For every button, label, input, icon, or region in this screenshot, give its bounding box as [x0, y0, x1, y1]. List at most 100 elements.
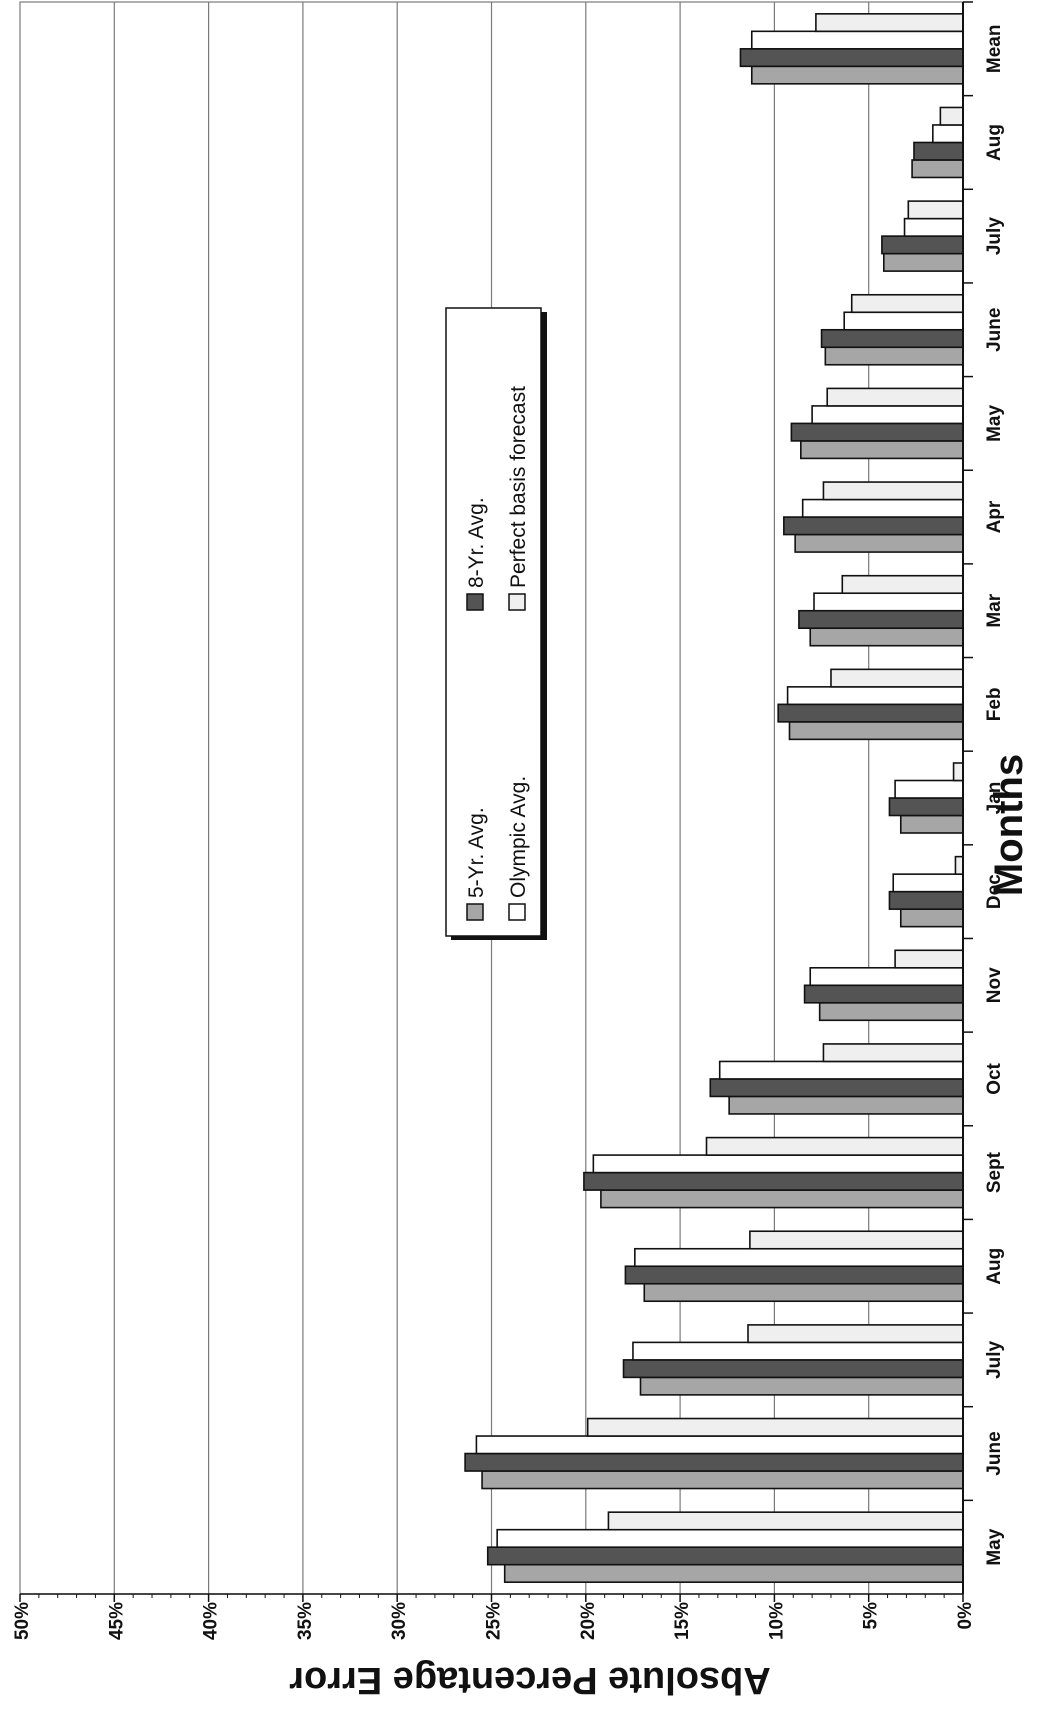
- legend-swatch: [466, 903, 484, 921]
- bar-perfect-basis-forecast-16: [815, 13, 964, 33]
- bar-olympic-avg--8: [894, 779, 964, 799]
- bar-olympic-avg--5: [718, 1060, 964, 1080]
- bar-5-yr-avg--10: [809, 627, 964, 647]
- bar-perfect-basis-forecast-4: [705, 1136, 964, 1156]
- bar-8-yr-avg--3: [624, 1265, 964, 1285]
- bar-8-yr-avg--15: [913, 141, 964, 161]
- bar-olympic-avg--12: [811, 405, 964, 425]
- bar-olympic-avg--15: [932, 124, 964, 144]
- bar-olympic-avg--7: [892, 873, 964, 893]
- bar-5-yr-avg--3: [643, 1282, 964, 1303]
- y-tick-label: 40%: [201, 1602, 222, 1640]
- y-tick-label: 45%: [106, 1602, 127, 1640]
- bar-perfect-basis-forecast-2: [747, 1324, 964, 1344]
- bar-8-yr-avg--8: [888, 797, 964, 817]
- bar-olympic-avg--9: [786, 686, 964, 706]
- x-tick-label: July: [984, 217, 1005, 255]
- bar-perfect-basis-forecast-5: [822, 1043, 964, 1063]
- bar-perfect-basis-forecast-11: [822, 481, 964, 501]
- bar-8-yr-avg--1: [464, 1452, 964, 1472]
- bar-olympic-avg--4: [592, 1154, 964, 1174]
- legend-label: 8-Yr. Avg.: [465, 497, 488, 588]
- bar-8-yr-avg--10: [798, 609, 964, 630]
- y-tick-label: 50%: [12, 1602, 33, 1640]
- y-tick-label: 5%: [861, 1602, 882, 1630]
- axes: [19, 1, 973, 1602]
- x-tick-label: Sept: [984, 1151, 1005, 1193]
- bar-olympic-avg--16: [750, 30, 964, 50]
- legend-label: Perfect basis forecast: [507, 386, 530, 588]
- bar-5-yr-avg--16: [750, 65, 964, 85]
- tick-labels: 0% 5% 10% 15% 20% 25% 30% 35% 40% 45% 50% May June Ju…: [12, 25, 1005, 1640]
- x-tick-label: June: [984, 308, 1005, 352]
- bar-perfect-basis-forecast-9: [830, 668, 964, 688]
- x-tick-label: July: [984, 1340, 1005, 1378]
- bar-perfect-basis-forecast-0: [607, 1511, 964, 1531]
- x-tick-label: Oct: [984, 1062, 1005, 1094]
- x-axis-title: Months: [987, 754, 1031, 896]
- bar-olympic-avg--3: [634, 1247, 964, 1268]
- bar-8-yr-avg--2: [622, 1359, 964, 1379]
- bar-8-yr-avg--4: [583, 1171, 964, 1191]
- bar-olympic-avg--6: [809, 966, 964, 987]
- bar-olympic-avg--1: [475, 1435, 964, 1455]
- bar-8-yr-avg--14: [881, 235, 964, 255]
- y-tick-label: 30%: [389, 1602, 410, 1640]
- bar-8-yr-avg--16: [739, 48, 964, 68]
- bar-5-yr-avg--2: [639, 1376, 964, 1396]
- bar-8-yr-avg--5: [709, 1078, 964, 1098]
- bar-5-yr-avg--6: [818, 1001, 964, 1022]
- bar-olympic-avg--0: [496, 1528, 964, 1548]
- bar-8-yr-avg--12: [790, 422, 964, 442]
- bar-5-yr-avg--14: [882, 252, 964, 272]
- bar-perfect-basis-forecast-13: [850, 293, 964, 314]
- bar-8-yr-avg--7: [888, 890, 964, 910]
- bar-perfect-basis-forecast-7: [954, 855, 964, 875]
- bar-perfect-basis-forecast-15: [939, 106, 964, 126]
- y-tick-label: 0%: [955, 1602, 976, 1630]
- bar-perfect-basis-forecast-3: [749, 1230, 964, 1250]
- bar-perfect-basis-forecast-8: [952, 762, 964, 782]
- bar-perfect-basis-forecast-1: [586, 1417, 964, 1437]
- bar-5-yr-avg--15: [911, 159, 964, 179]
- bar-olympic-avg--14: [903, 217, 964, 237]
- x-tick-label: Dec: [984, 874, 1005, 909]
- bar-olympic-avg--13: [843, 311, 964, 331]
- bar-perfect-basis-forecast-10: [841, 574, 964, 595]
- bar-5-yr-avg--11: [794, 533, 964, 553]
- bar-8-yr-avg--13: [820, 328, 964, 349]
- legend-swatch: [466, 593, 484, 611]
- x-tick-label: Feb: [984, 687, 1005, 721]
- y-axis-title: Absolute Percentage Error: [289, 1659, 771, 1701]
- legend-label: Olympic Avg.: [507, 776, 530, 898]
- x-tick-label: Apr: [984, 500, 1005, 533]
- x-tick-label: May: [984, 405, 1005, 442]
- x-tick-label: Mar: [984, 593, 1005, 627]
- bar-5-yr-avg--13: [824, 346, 964, 366]
- bar-5-yr-avg--7: [899, 908, 964, 928]
- bar-5-yr-avg--0: [503, 1563, 964, 1583]
- bar-perfect-basis-forecast-12: [826, 387, 964, 407]
- bar-8-yr-avg--9: [777, 703, 964, 723]
- bar-8-yr-avg--0: [486, 1546, 964, 1566]
- bar-olympic-avg--2: [632, 1341, 964, 1361]
- bar-5-yr-avg--12: [800, 440, 964, 460]
- bar-olympic-avg--11: [801, 498, 964, 518]
- x-tick-label: Aug: [984, 124, 1005, 161]
- x-tick-label: Aug: [984, 1248, 1005, 1285]
- legend-swatch: [508, 903, 526, 921]
- legend-swatch: [508, 593, 526, 611]
- y-tick-label: 15%: [672, 1602, 693, 1640]
- bar-olympic-avg--10: [813, 592, 964, 612]
- bar-5-yr-avg--1: [481, 1470, 964, 1490]
- x-tick-label: June: [984, 1431, 1005, 1475]
- x-tick-label: Mean: [984, 25, 1005, 74]
- bar-8-yr-avg--11: [783, 516, 964, 536]
- y-tick-label: 20%: [578, 1602, 599, 1640]
- bar-perfect-basis-forecast-14: [907, 200, 964, 220]
- y-tick-label: 35%: [295, 1602, 316, 1640]
- bar-5-yr-avg--9: [788, 721, 964, 741]
- bar-8-yr-avg--6: [803, 984, 964, 1004]
- legend-label: 5-Yr. Avg.: [465, 807, 488, 898]
